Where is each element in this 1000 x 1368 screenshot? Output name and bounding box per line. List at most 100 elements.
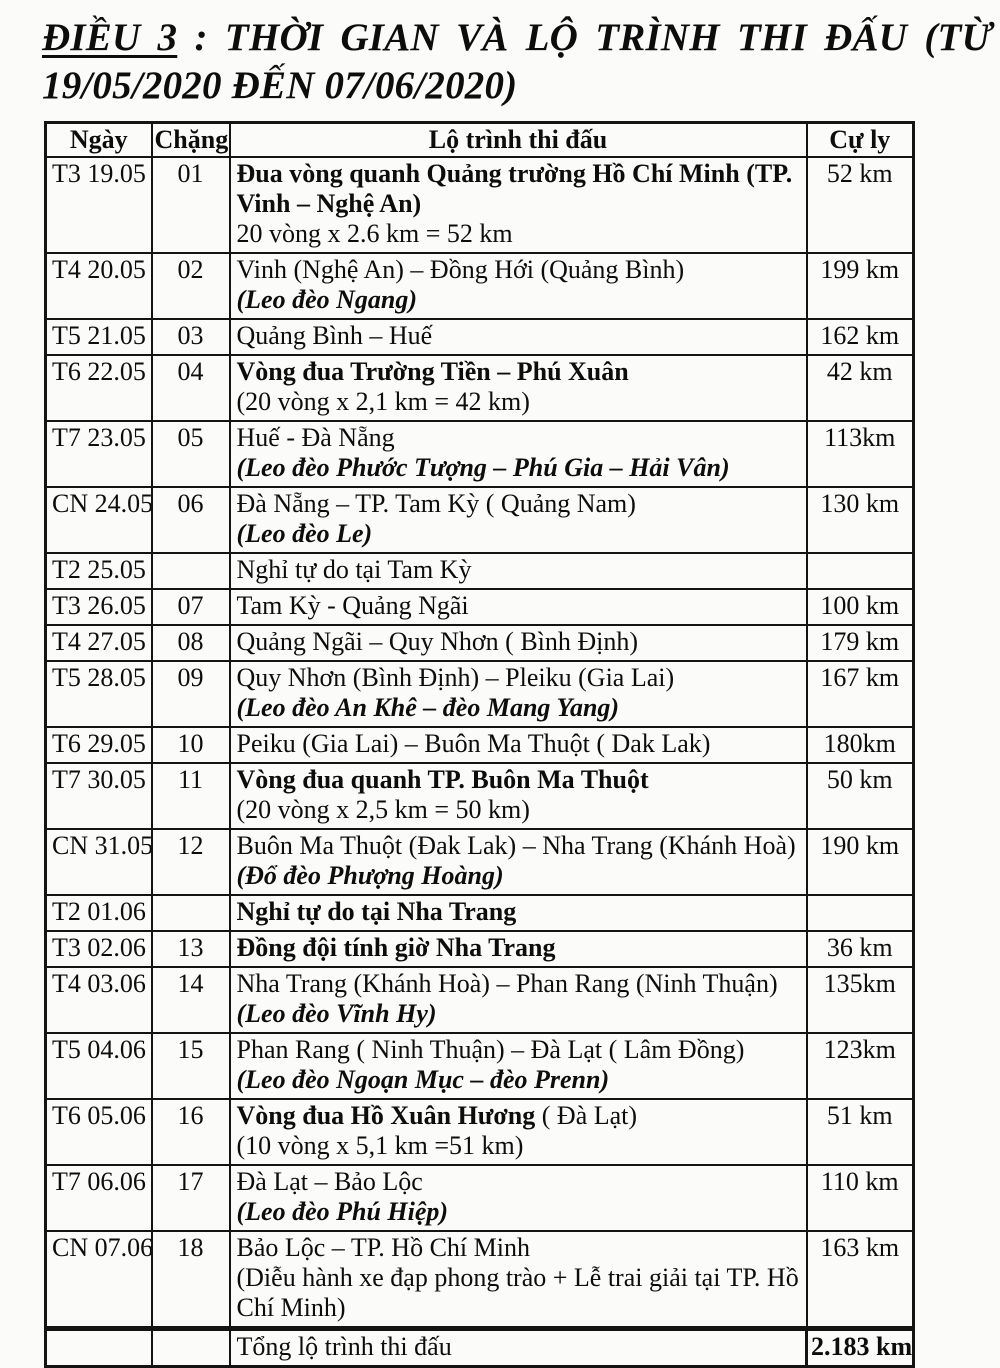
distance-cell: 113km xyxy=(805,420,915,489)
distance-cell: 51 km xyxy=(805,1098,915,1167)
header-row: Ngày Chặng Lộ trình thi đấu Cự ly xyxy=(44,121,915,159)
stage-number-cell: 12 xyxy=(150,828,231,897)
route-line: (Đổ đèo Phượng Hoàng) xyxy=(237,861,803,891)
table-row: T2 25.05 Nghỉ tự do tại Tam Kỳ xyxy=(44,552,915,591)
route-line: (20 vòng x 2,5 km = 50 km) xyxy=(237,795,803,825)
route-line: Huế - Đà Nẵng xyxy=(237,423,803,453)
route-line: Nghỉ tự do tại Nha Trang xyxy=(237,897,803,927)
stage-number-cell: 17 xyxy=(150,1164,231,1233)
route-cell: Phan Rang ( Ninh Thuận) – Đà Lạt ( Lâm Đ… xyxy=(228,1032,808,1101)
page-title: ĐIỀU 3 : THỜI GIAN VÀ LỘ TRÌNH THI ĐẤU (… xyxy=(42,14,992,109)
route-line: Quảng Bình – Huế xyxy=(237,321,803,351)
date-cell: T3 02.06 xyxy=(44,930,153,969)
route-cell: Nghỉ tự do tại Tam Kỳ xyxy=(228,552,808,591)
route-text: Bảo Lộc – TP. Hồ Chí Minh xyxy=(236,1233,530,1263)
route-text: Đồng đội tính giờ Nha Trang xyxy=(236,933,556,963)
route-line: (10 vòng x 5,1 km =51 km) xyxy=(237,1131,803,1161)
date-cell: T6 29.05 xyxy=(44,726,153,765)
table-row: T5 28.05 09 Quy Nhơn (Bình Định) – Pleiku … xyxy=(44,660,915,729)
stage-number-cell: 05 xyxy=(150,420,231,489)
date-cell: T2 01.06 xyxy=(44,894,153,933)
route-cell: Bảo Lộc – TP. Hồ Chí Minh (Diễu hành xe đ… xyxy=(228,1230,808,1330)
route-line: (Leo đèo Phú Hiệp) xyxy=(237,1197,803,1227)
route-text: Vòng đua Hồ Xuân Hương xyxy=(236,1101,536,1131)
stage-number-cell: 11 xyxy=(150,762,231,831)
distance-cell: 199 km xyxy=(805,252,915,321)
distance-cell: 130 km xyxy=(805,486,915,555)
route-cell: Quảng Bình – Huế xyxy=(228,318,808,357)
date-cell: T5 21.05 xyxy=(44,318,153,357)
table-row: T2 01.06 Nghỉ tự do tại Nha Trang xyxy=(44,894,915,933)
route-line: Vòng đua quanh TP. Buôn Ma Thuột xyxy=(237,765,803,795)
route-line: 20 vòng x 2.6 km = 52 km xyxy=(237,219,803,249)
route-text: (Leo đèo Vĩnh Hy) xyxy=(236,999,437,1029)
table-row: T4 03.06 14 Nha Trang (Khánh Hoà) – Phan R… xyxy=(44,966,915,1035)
route-text: Đà Nẵng – TP. Tam Kỳ ( Quảng Nam) xyxy=(236,489,636,519)
route-line: (Leo đèo Ngoạn Mục – đèo Prenn) xyxy=(237,1065,803,1095)
route-text: Vòng đua Trường Tiền – Phú Xuân xyxy=(236,357,629,387)
distance-cell: 42 km xyxy=(805,354,915,423)
stage-number-cell: 15 xyxy=(150,1032,231,1101)
route-text: Nghỉ tự do tại Tam Kỳ xyxy=(236,555,472,585)
title-article-number: ĐIỀU 3 xyxy=(42,16,178,59)
route-text: Quảng Bình – Huế xyxy=(236,321,433,351)
date-cell: T2 25.05 xyxy=(44,552,153,591)
route-cell: Nghỉ tự do tại Nha Trang xyxy=(228,894,808,933)
route-line: Đua vòng quanh Quảng trường Hồ Chí Minh … xyxy=(237,159,803,219)
route-line: Bảo Lộc – TP. Hồ Chí Minh xyxy=(237,1233,803,1263)
route-text: Đà Lạt – Bảo Lộc xyxy=(236,1167,423,1197)
route-cell: Đà Nẵng – TP. Tam Kỳ ( Quảng Nam) (Leo đè… xyxy=(228,486,808,555)
route-cell: Đồng đội tính giờ Nha Trang xyxy=(228,930,808,969)
route-line: (Diễu hành xe đạp phong trào + Lễ trai g… xyxy=(237,1263,803,1323)
route-line: Phan Rang ( Ninh Thuận) – Đà Lạt ( Lâm Đ… xyxy=(237,1035,803,1065)
route-cell: Quy Nhơn (Bình Định) – Pleiku (Gia Lai)(… xyxy=(228,660,808,729)
route-cell: Vòng đua Hồ Xuân Hương ( Đà Lạt) (10 vòng… xyxy=(228,1098,808,1167)
distance-cell: 123km xyxy=(805,1032,915,1101)
route-text: Đua vòng quanh Quảng trường Hồ Chí Minh … xyxy=(236,159,793,219)
distance-cell: 100 km xyxy=(805,588,915,627)
table-row: T7 23.05 05 Huế - Đà Nẵng (Leo đèo Phước Tư… xyxy=(44,420,915,489)
date-cell: T6 05.06 xyxy=(44,1098,153,1167)
route-text: (20 vòng x 2,5 km = 50 km) xyxy=(236,795,530,825)
route-text: Phan Rang ( Ninh Thuận) – Đà Lạt ( Lâm Đ… xyxy=(236,1035,745,1065)
table-row: T5 04.06 15 Phan Rang ( Ninh Thuận) – Đà L… xyxy=(44,1032,915,1101)
route-text: (Diễu hành xe đạp phong trào + Lễ trai g… xyxy=(236,1263,799,1323)
route-text: (Leo đèo Phú Hiệp) xyxy=(236,1197,449,1227)
route-line: (Leo đèo Vĩnh Hy) xyxy=(237,999,803,1029)
date-cell: T7 06.06 xyxy=(44,1164,153,1233)
header-route: Lộ trình thi đấu xyxy=(228,121,808,159)
stage-number-cell xyxy=(150,1326,231,1368)
route-cell: Đà Lạt – Bảo Lộc (Leo đèo Phú Hiệp) xyxy=(228,1164,808,1233)
distance-cell: 36 km xyxy=(805,930,915,969)
route-text: (Leo đèo Ngang) xyxy=(236,285,418,315)
stage-number-cell: 08 xyxy=(150,624,231,663)
route-line: (Leo đèo Ngang) xyxy=(237,285,803,315)
route-cell: Buôn Ma Thuột (Đak Lak) – Nha Trang (Khá… xyxy=(228,828,808,897)
distance-cell: 110 km xyxy=(805,1164,915,1233)
stage-number-cell: 10 xyxy=(150,726,231,765)
route-cell: Vinh (Nghệ An) – Đồng Hới (Quảng Bình) (L… xyxy=(228,252,808,321)
title-text: : THỜI GIAN VÀ LỘ TRÌNH THI ĐẤU (TỪ 19/0… xyxy=(42,16,992,107)
stage-number-cell: 13 xyxy=(150,930,231,969)
stage-number-cell: 18 xyxy=(150,1230,231,1330)
date-cell: T5 28.05 xyxy=(44,660,153,729)
route-line: Đà Nẵng – TP. Tam Kỳ ( Quảng Nam) xyxy=(237,489,803,519)
date-cell: T7 23.05 xyxy=(44,420,153,489)
distance-cell: 190 km xyxy=(805,828,915,897)
date-cell: T4 03.06 xyxy=(44,966,153,1035)
distance-cell: 167 km xyxy=(805,660,915,729)
route-text: Vinh (Nghệ An) – Đồng Hới (Quảng Bình) xyxy=(236,255,685,285)
route-line: Vinh (Nghệ An) – Đồng Hới (Quảng Bình) xyxy=(237,255,803,285)
route-line: Vòng đua Hồ Xuân Hương ( Đà Lạt) xyxy=(237,1101,803,1131)
date-cell: CN 07.06 xyxy=(44,1230,153,1330)
route-line: Quảng Ngãi – Quy Nhơn ( Bình Định) xyxy=(237,627,803,657)
date-cell: T3 19.05 xyxy=(44,156,153,255)
date-cell: T4 27.05 xyxy=(44,624,153,663)
header-distance: Cự ly xyxy=(805,121,915,159)
route-cell: Huế - Đà Nẵng (Leo đèo Phước Tượng – Phú … xyxy=(228,420,808,489)
stage-number-cell xyxy=(150,552,231,591)
route-text: (Leo đèo Ngoạn Mục – đèo Prenn) xyxy=(236,1065,610,1095)
table-row: T4 20.05 02 Vinh (Nghệ An) – Đồng Hới (Quả… xyxy=(44,252,915,321)
stage-number-cell: 14 xyxy=(150,966,231,1035)
date-cell xyxy=(44,1326,153,1368)
